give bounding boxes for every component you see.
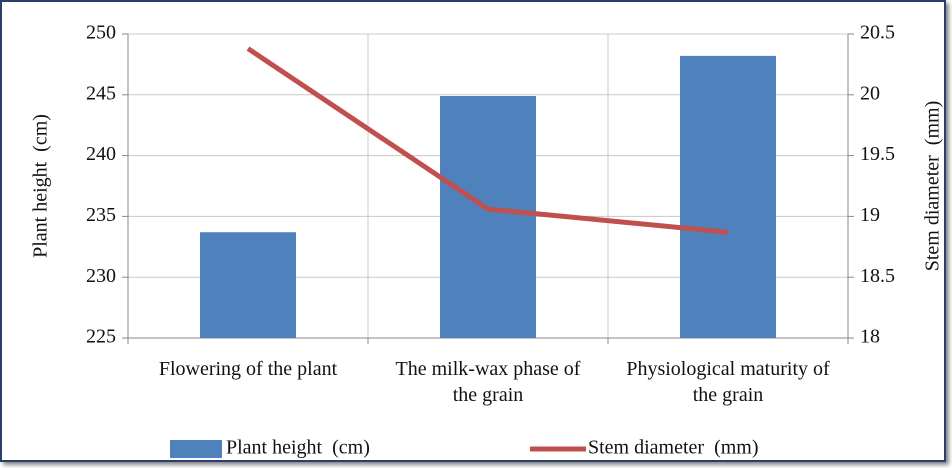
legend-swatch xyxy=(170,440,222,458)
line xyxy=(246,46,729,235)
bar xyxy=(680,55,776,338)
x-tick-label: Flowering of the plant xyxy=(158,358,338,380)
bar xyxy=(440,96,536,339)
legend-label: Stem diameter (mm) xyxy=(588,437,759,459)
y2-tick-label: 19 xyxy=(860,204,880,226)
y-tick-label: 240 xyxy=(86,143,116,165)
y-tick-label: 235 xyxy=(86,204,116,226)
y2-tick-label: 18.5 xyxy=(860,265,895,287)
y2-tick-label: 20 xyxy=(860,82,880,104)
y2-tick-label: 19.5 xyxy=(860,143,895,165)
legend-label: Plant height (cm) xyxy=(226,437,370,459)
y2-axis-title: Stem diameter (mm) xyxy=(922,101,944,272)
y-axis-title: Plant height (cm) xyxy=(30,114,52,258)
y-tick-label: 250 xyxy=(86,22,116,44)
x-tick-label: Physiological maturity of the grain xyxy=(626,358,830,406)
y-tick-label: 245 xyxy=(86,82,116,104)
y2-tick-label: 18 xyxy=(860,326,880,348)
x-tick-label: The milk-wax phase of the grain xyxy=(395,358,581,406)
bar xyxy=(200,232,296,338)
y2-tick-label: 20.5 xyxy=(860,22,895,44)
y-tick-label: 225 xyxy=(86,326,116,348)
y-tick-label: 230 xyxy=(86,265,116,287)
